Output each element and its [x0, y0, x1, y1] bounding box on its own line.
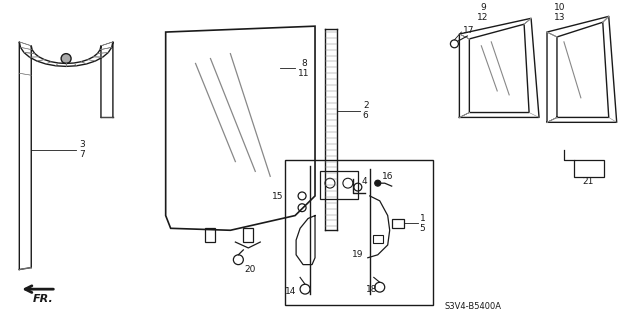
Bar — [372, 235, 383, 243]
Text: 2
6: 2 6 — [363, 101, 369, 120]
Text: 14: 14 — [285, 286, 296, 296]
Bar — [205, 228, 216, 242]
Text: 10
13: 10 13 — [554, 3, 566, 22]
Circle shape — [61, 54, 71, 63]
Text: 3
7: 3 7 — [79, 140, 85, 159]
Text: 1
5: 1 5 — [420, 214, 426, 233]
Text: 9
12: 9 12 — [477, 3, 489, 22]
Text: 20: 20 — [244, 265, 256, 274]
Text: 19: 19 — [352, 250, 364, 259]
Bar — [285, 160, 433, 305]
Bar — [320, 171, 358, 199]
Text: 18: 18 — [366, 285, 378, 294]
Circle shape — [375, 180, 381, 186]
Text: 8
11: 8 11 — [298, 59, 310, 78]
Text: S3V4-B5400A: S3V4-B5400A — [444, 302, 502, 311]
Text: 17: 17 — [463, 26, 475, 34]
Text: 4: 4 — [362, 177, 367, 186]
Bar — [574, 160, 604, 177]
Text: 15: 15 — [272, 192, 284, 201]
Text: FR.: FR. — [33, 294, 54, 304]
Text: 21: 21 — [583, 177, 594, 186]
Bar — [243, 228, 253, 242]
Bar — [392, 219, 404, 228]
Text: 16: 16 — [381, 172, 393, 181]
